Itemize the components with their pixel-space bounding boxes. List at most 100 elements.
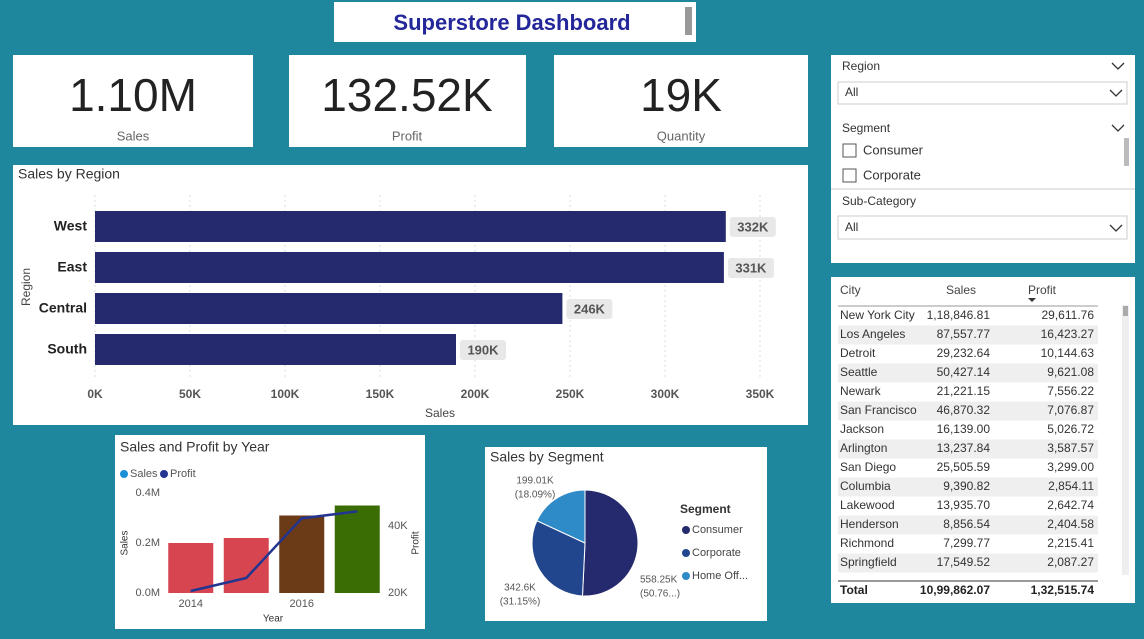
table-cell: New York City <box>840 308 915 322</box>
value-label-bg <box>566 299 613 319</box>
table-cell: 46,870.32 <box>937 403 991 417</box>
title-card <box>334 2 696 42</box>
table-cell: 2,404.58 <box>1047 517 1094 531</box>
x-tick-label: 2014 <box>179 598 203 610</box>
value-label: 190K <box>467 342 499 357</box>
table-cell: Newark <box>840 384 882 398</box>
table-cell: 3,587.57 <box>1047 441 1094 455</box>
kpi-value: 1.10M <box>69 69 197 121</box>
row-band <box>838 363 1098 383</box>
chart-title: Sales and Profit by Year <box>120 439 270 455</box>
chevron[interactable] <box>1111 124 1125 132</box>
table-cell: 2,642.74 <box>1047 498 1094 512</box>
filter-label: Region <box>842 59 880 73</box>
chart-title: Sales by Region <box>18 166 120 182</box>
table-cell: 21,221.15 <box>937 384 991 398</box>
kpi-label: Profit <box>392 128 423 143</box>
table-cell: Seattle <box>840 365 878 379</box>
scrollbar <box>685 7 692 35</box>
value-label-bg <box>727 258 774 278</box>
legend-label: Profit <box>170 468 196 480</box>
table-cell: Detroit <box>840 346 876 360</box>
row-band <box>838 477 1098 497</box>
table-cell: San Diego <box>840 460 896 474</box>
x-tick-label: 200K <box>461 387 490 401</box>
table-cell: 7,299.77 <box>943 536 990 550</box>
table-cell: 7,556.22 <box>1047 384 1094 398</box>
percent-label: (31.15%) <box>500 597 541 608</box>
bar <box>95 293 563 324</box>
row-band <box>838 515 1098 535</box>
table-cell: Springfield <box>840 555 897 569</box>
category-label: West <box>54 218 88 234</box>
kpi-label: Quantity <box>657 128 706 143</box>
table-cell: Richmond <box>840 536 894 550</box>
percent-label: (50.76...) <box>640 589 680 600</box>
legend-marker <box>120 470 128 478</box>
table-cell: Jackson <box>840 422 884 436</box>
y2-tick-label: 20K <box>388 587 408 599</box>
kpi-label: Sales <box>117 128 150 143</box>
x-tick-label: 50K <box>179 387 201 401</box>
table-total: Total <box>840 583 868 597</box>
table-cell: 50,427.14 <box>937 365 991 379</box>
table-cell: San Francisco <box>840 403 917 417</box>
x-axis-label: Year <box>263 614 284 625</box>
table-cell: 2,087.27 <box>1047 555 1094 569</box>
row-band <box>838 325 1098 345</box>
table-header: City <box>840 283 861 297</box>
dropdown-value: All <box>845 220 858 234</box>
table-cell: 5,026.72 <box>1047 422 1094 436</box>
table-cell: Henderson <box>840 517 899 531</box>
value-label-bg <box>460 340 506 360</box>
checkbox-label: Consumer <box>863 142 924 157</box>
checkbox[interactable] <box>842 168 857 183</box>
table-cell: 9,390.82 <box>943 479 990 493</box>
line <box>190 510 358 593</box>
row-band <box>838 401 1098 421</box>
value-label: 246K <box>574 301 606 316</box>
y2-axis-label: Profit <box>411 531 422 555</box>
scrollbar <box>1124 138 1129 166</box>
chevron[interactable] <box>1111 62 1125 70</box>
legend-marker <box>682 572 690 580</box>
bar <box>95 334 456 365</box>
x-tick-label: 100K <box>271 387 300 401</box>
table-cell: 2,854.11 <box>1048 479 1094 493</box>
table-cell: 29,232.64 <box>937 346 991 360</box>
y-axis-label: Sales <box>120 530 131 555</box>
table-header: Profit <box>1028 283 1057 297</box>
bar <box>95 211 726 242</box>
chevron[interactable] <box>1109 224 1123 232</box>
table-cell: 25,505.59 <box>937 460 991 474</box>
table-cell: 7,076.87 <box>1047 403 1094 417</box>
value-label: 332K <box>737 219 769 234</box>
table-cell: 17,549.52 <box>937 555 991 569</box>
table-cell: 8,856.54 <box>943 517 990 531</box>
table-cell: Lakewood <box>840 498 895 512</box>
legend-marker <box>682 549 690 557</box>
table-cell: 10,144.63 <box>1041 346 1095 360</box>
table-cell: 29,611.76 <box>1042 308 1095 322</box>
bar <box>95 252 724 283</box>
table-cell: Los Angeles <box>840 327 905 341</box>
y-tick-label: 0.4M <box>136 487 160 499</box>
pie-slice <box>581 489 639 597</box>
dropdown[interactable] <box>837 81 1128 105</box>
category-label: Central <box>39 300 87 316</box>
table-cell: 16,423.27 <box>1041 327 1095 341</box>
filter-label: Sub-Category <box>842 194 916 208</box>
category-label: South <box>47 341 87 357</box>
checkbox[interactable] <box>842 143 857 158</box>
legend-label: Sales <box>130 468 158 480</box>
table-cell: 9,621.08 <box>1047 365 1094 379</box>
x-tick-label: 300K <box>651 387 680 401</box>
dashboard-title: Superstore Dashboard <box>393 10 630 35</box>
table-total: 10,99,862.07 <box>920 583 990 597</box>
chevron[interactable] <box>1109 89 1123 97</box>
table-cell: 1,18,846.81 <box>927 308 991 322</box>
y-tick-label: 0.2M <box>136 537 160 549</box>
dropdown[interactable] <box>837 215 1128 240</box>
